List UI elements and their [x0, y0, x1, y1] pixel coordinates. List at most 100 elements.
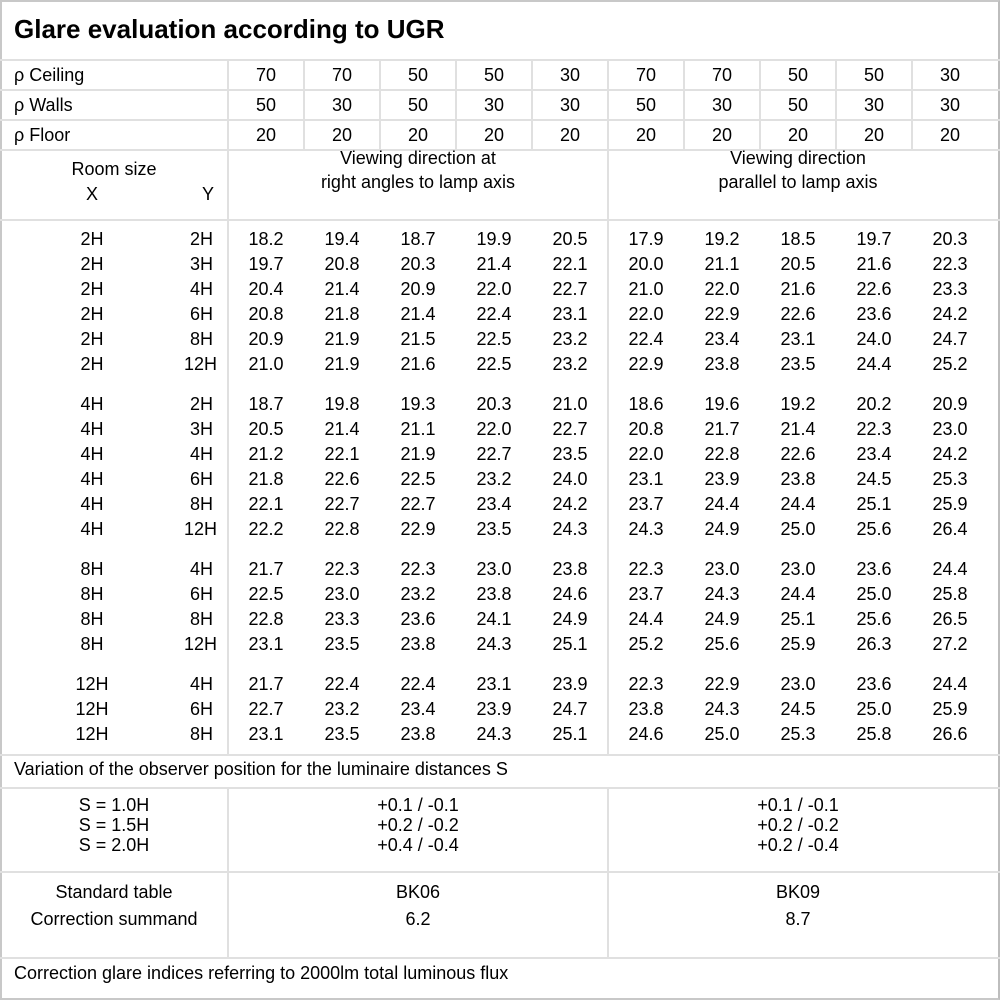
ugr-value: 21.6: [856, 254, 892, 274]
ugr-value: 24.4: [932, 559, 968, 579]
ugr-value: 23.4: [704, 329, 740, 349]
ugr-value: 27.2: [932, 634, 968, 654]
viewing-right-header-1: Viewing direction at: [340, 148, 496, 168]
reflectance-value: 20: [559, 124, 581, 145]
standard-table-label: Standard table: [55, 882, 173, 902]
ugr-value: 21.7: [704, 419, 740, 439]
ugr-value: 21.4: [324, 419, 360, 439]
ugr-value: 22.5: [476, 354, 512, 374]
ugr-value: 24.2: [552, 494, 588, 514]
reflectance-value: 20: [255, 124, 277, 145]
table-row: 2H 4H 20.4 21.4 20.9 22.0 22.7 21.0 22.0 21.6 22.6…: [0, 277, 988, 302]
table-row: 4H 12H 22.2 22.8 22.9 23.5 24.3 24.3 24.9 25.0 25.…: [0, 517, 988, 542]
ugr-value: 25.8: [932, 584, 968, 604]
ugr-value: 23.4: [476, 494, 512, 514]
ugr-value: 21.9: [324, 354, 360, 374]
reflectance-value: 30: [939, 64, 961, 85]
ugr-value: 22.3: [628, 559, 664, 579]
ugr-value: 20.3: [400, 254, 436, 274]
ugr-value: 22.1: [248, 494, 284, 514]
column-divider: [607, 59, 609, 219]
ugr-value: 23.3: [932, 279, 968, 299]
ugr-value: 20.3: [476, 394, 512, 414]
ugr-value: 23.8: [400, 724, 436, 744]
reflectance-row: ρ Floor 20 20 20 20 20 20 20 20 20 20: [0, 120, 1000, 150]
ugr-value: 23.0: [324, 584, 360, 604]
ugr-value: 22.6: [856, 279, 892, 299]
ugr-value: 17.9: [628, 229, 664, 249]
ugr-value: 22.7: [248, 699, 284, 719]
column-divider: [379, 59, 381, 149]
ugr-value: 20.9: [400, 279, 436, 299]
ugr-value: 20.2: [856, 394, 892, 414]
ugr-value: 22.6: [780, 304, 816, 324]
s-variation-parallel: +0.2 / -0.4: [757, 835, 839, 855]
ugr-value: 24.4: [704, 494, 740, 514]
ugr-value: 23.9: [476, 699, 512, 719]
ugr-value: 19.8: [324, 394, 360, 414]
reflectance-value: 30: [331, 94, 353, 115]
ugr-value: 18.2: [248, 229, 284, 249]
room-y: 8H: [189, 494, 213, 514]
room-y: 4H: [189, 444, 213, 464]
ugr-value: 22.0: [476, 279, 512, 299]
ugr-value: 18.7: [400, 229, 436, 249]
reflectance-value: 70: [635, 64, 657, 85]
correction-summand-label: Correction summand: [30, 909, 198, 929]
ugr-value: 19.4: [324, 229, 360, 249]
ugr-value: 23.9: [704, 469, 740, 489]
ugr-value: 21.4: [780, 419, 816, 439]
room-y: 12H: [184, 519, 218, 539]
reflectance-value: 50: [483, 64, 505, 85]
column-divider: [759, 59, 761, 149]
ugr-value: 21.0: [628, 279, 664, 299]
row-divider: [0, 754, 1000, 756]
viewing-parallel-header-2: parallel to lamp axis: [718, 172, 878, 192]
ugr-value: 22.0: [476, 419, 512, 439]
ugr-value: 24.4: [780, 584, 816, 604]
ugr-value: 22.9: [704, 674, 740, 694]
ugr-value: 23.1: [248, 634, 284, 654]
reflectance-value: 50: [407, 64, 429, 85]
ugr-value: 25.0: [856, 699, 892, 719]
ugr-value: 23.6: [856, 559, 892, 579]
ugr-value: 25.6: [856, 519, 892, 539]
ugr-value: 22.8: [324, 519, 360, 539]
ugr-value: 19.7: [248, 254, 284, 274]
room-size-label: Room size: [71, 159, 157, 179]
ugr-value: 23.0: [476, 559, 512, 579]
room-x: 2H: [80, 304, 104, 324]
standard-table-right: BK06: [395, 882, 441, 902]
ugr-value: 22.8: [704, 444, 740, 464]
reflectance-value: 20: [407, 124, 429, 145]
row-divider: [0, 871, 1000, 873]
ugr-value: 23.8: [780, 469, 816, 489]
room-y: 6H: [189, 699, 213, 719]
ugr-value: 24.3: [704, 584, 740, 604]
table-row: 4H 8H 22.1 22.7 22.7 23.4 24.2 23.7 24.4 24.4 25.1…: [0, 492, 988, 517]
ugr-value: 23.0: [780, 559, 816, 579]
ugr-value: 24.6: [552, 584, 588, 604]
standard-table-parallel: BK09: [775, 882, 821, 902]
ugr-value: 24.7: [552, 699, 588, 719]
ugr-value: 25.2: [932, 354, 968, 374]
ugr-value: 20.5: [552, 229, 588, 249]
ugr-value: 21.1: [400, 419, 436, 439]
ugr-value: 18.7: [248, 394, 284, 414]
ugr-value: 23.0: [780, 674, 816, 694]
ugr-value: 21.4: [324, 279, 360, 299]
ugr-value: 22.8: [248, 609, 284, 629]
ugr-value: 21.5: [400, 329, 436, 349]
ugr-value: 25.2: [628, 634, 664, 654]
table-row: 8H 8H 22.8 23.3 23.6 24.1 24.9 24.4 24.9 25.1 25.6…: [0, 607, 988, 632]
table-row: 2H 8H 20.9 21.9 21.5 22.5 23.2 22.4 23.4 23.1 24.0…: [0, 327, 988, 352]
variation-title: Variation of the observer position for t…: [14, 759, 508, 779]
reflectance-label: ρ Floor: [14, 124, 71, 145]
ugr-value: 25.6: [704, 634, 740, 654]
row-divider: [0, 787, 1000, 789]
ugr-value: 22.0: [628, 444, 664, 464]
ugr-value: 21.0: [552, 394, 588, 414]
ugr-value: 24.2: [932, 304, 968, 324]
s-variation-parallel: +0.2 / -0.2: [757, 815, 839, 835]
